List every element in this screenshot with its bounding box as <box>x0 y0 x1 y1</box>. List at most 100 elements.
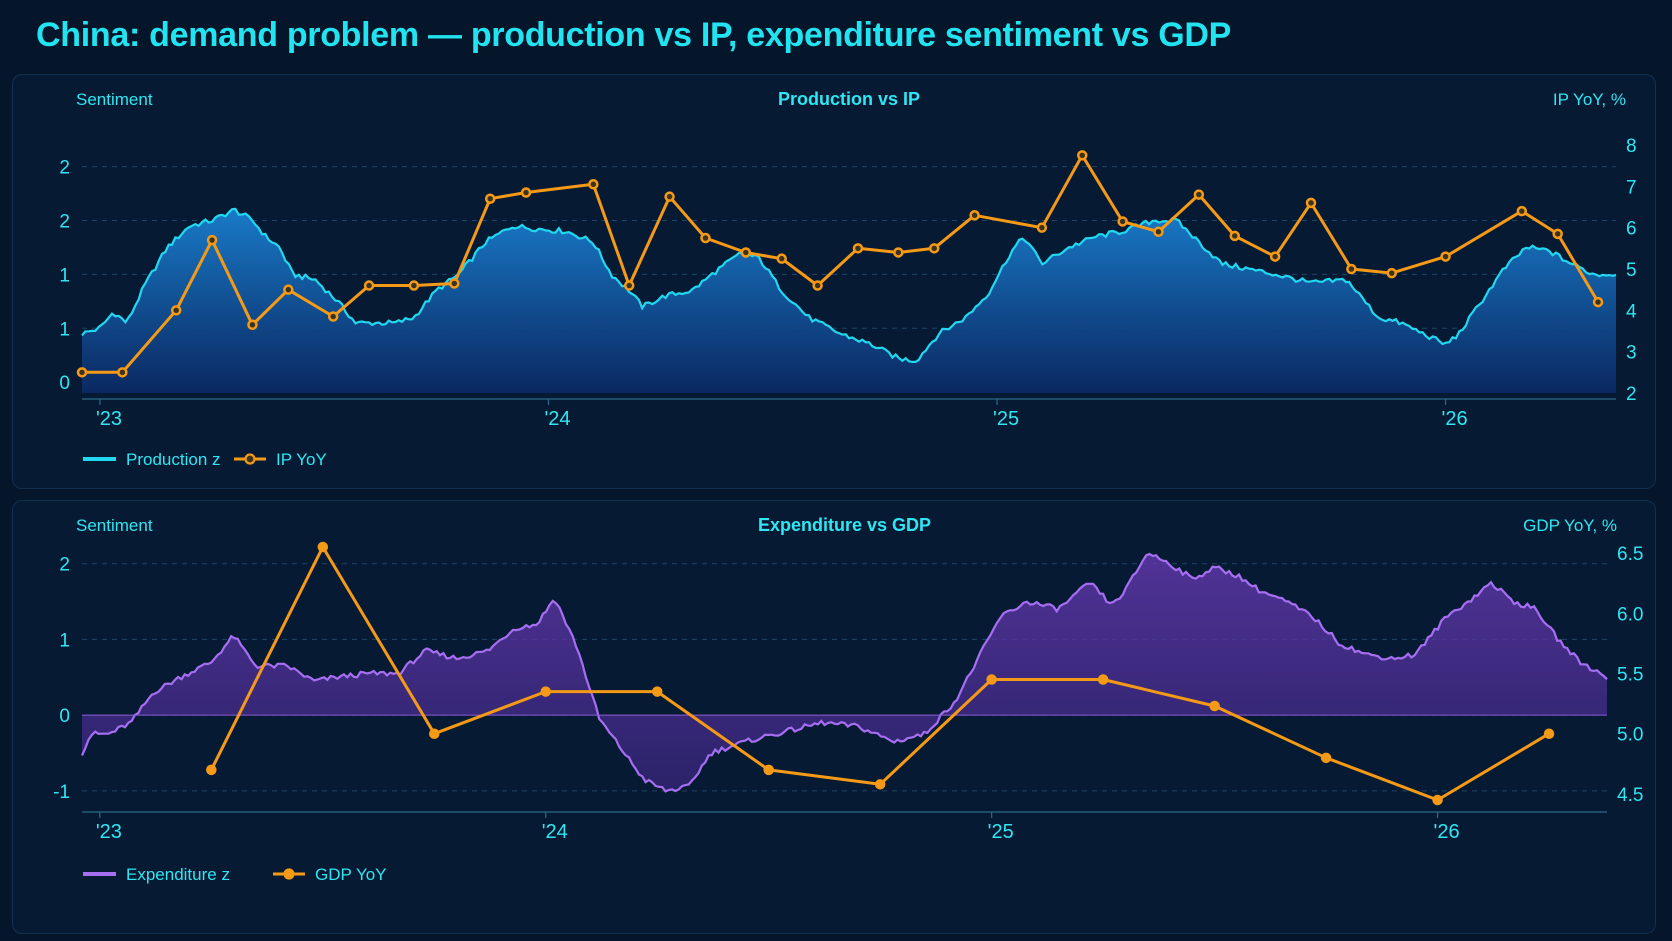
x-tick-label: '24 <box>544 408 570 430</box>
right-axis-title: GDP YoY, % <box>1523 516 1617 535</box>
orange-series-point <box>986 674 997 685</box>
expenditure-vs-gdp-chart: Expenditure vs GDP Sentiment GDP YoY, % -1 0… <box>53 515 1643 884</box>
legend-marker-orange <box>244 453 256 465</box>
legend-label-orange: IP YoY <box>276 450 327 469</box>
orange-series-point <box>206 764 217 776</box>
orange-series-point <box>1305 197 1317 209</box>
left-tick-label: 1 <box>59 265 70 286</box>
orange-series-point <box>1036 222 1048 233</box>
orange-series-point <box>1516 205 1528 217</box>
production-vs-ip-chart: Production vs IP Sentiment IP YoY, % 0 1 1 2 2 2… <box>59 89 1637 469</box>
x-tick-label: '26 <box>1434 821 1460 843</box>
left-tick-label: 2 <box>59 158 70 179</box>
panel-title: Production vs IP <box>778 89 920 109</box>
left-tick-label: -1 <box>53 782 70 803</box>
orange-series-point <box>588 179 599 190</box>
orange-series-point <box>1209 700 1220 712</box>
x-tick-label: '24 <box>542 821 568 843</box>
left-axis-title: Sentiment <box>76 90 153 109</box>
orange-series-point <box>449 278 460 289</box>
left-axis-title: Sentiment <box>76 516 153 535</box>
legend-label-sentiment: Production z <box>126 450 221 469</box>
left-tick-label: 1 <box>59 630 70 651</box>
page-title: China: demand problem — production vs IP… <box>36 16 1232 54</box>
production-vs-ip-panel: Production vs IP Sentiment IP YoY, % 0 1 1 2 2 2… <box>12 74 1656 489</box>
orange-series-point <box>283 284 294 295</box>
orange-series-point <box>363 280 375 291</box>
orange-series-point <box>812 280 823 291</box>
orange-series-point <box>484 193 496 204</box>
right-tick-label: 5.5 <box>1617 665 1643 686</box>
legend-label-sentiment: Expenditure z <box>126 865 230 884</box>
orange-series-point <box>1076 150 1088 161</box>
orange-series-point <box>1117 216 1128 227</box>
right-tick-label: 5 <box>1626 260 1637 281</box>
right-tick-label: 6.5 <box>1617 544 1643 565</box>
sentiment-area <box>82 208 1616 393</box>
sentiment-area <box>82 554 1607 792</box>
orange-series-point <box>852 243 864 254</box>
right-tick-label: 5.0 <box>1617 725 1643 746</box>
orange-series-point <box>700 232 711 244</box>
orange-series-point <box>1440 251 1451 262</box>
orange-series-point <box>1386 267 1397 279</box>
orange-series-point <box>1346 263 1357 275</box>
left-tick-label: 0 <box>59 706 70 727</box>
panel-title: Expenditure vs GDP <box>758 515 931 535</box>
orange-series-point <box>651 686 663 697</box>
right-tick-label: 6.0 <box>1617 604 1643 625</box>
x-tick-label: '25 <box>993 408 1019 430</box>
orange-series-point <box>1552 228 1563 240</box>
right-tick-label: 4.5 <box>1617 785 1643 806</box>
right-tick-label: 4 <box>1626 301 1637 322</box>
orange-series-point <box>317 541 329 553</box>
orange-series-point <box>1269 251 1281 262</box>
orange-series-point <box>1543 728 1555 739</box>
orange-series-point <box>117 367 128 378</box>
orange-series-point <box>874 779 886 790</box>
expenditure-vs-gdp-panel: Expenditure vs GDP Sentiment GDP YoY, % -1 0… <box>12 500 1656 934</box>
left-tick-label: 2 <box>59 555 70 576</box>
legend-label-orange: GDP YoY <box>315 865 387 884</box>
orange-series-point <box>1153 226 1164 238</box>
orange-series-point <box>408 280 420 291</box>
orange-series-point <box>776 253 787 264</box>
left-tick-label: 2 <box>59 211 70 232</box>
x-tick-label: '23 <box>96 408 122 430</box>
orange-series-point <box>1229 230 1240 242</box>
sentiment-line <box>81 207 1617 363</box>
orange-series-point <box>520 187 532 198</box>
right-tick-label: 7 <box>1626 177 1637 198</box>
orange-series-point <box>1592 296 1604 308</box>
left-tick-label: 1 <box>59 319 70 340</box>
orange-series-point <box>1432 794 1443 806</box>
orange-series-point <box>969 210 980 221</box>
orange-series-point <box>247 319 258 331</box>
x-tick-label: '25 <box>988 821 1014 843</box>
orange-series-point <box>540 686 551 697</box>
right-tick-label: 3 <box>1626 343 1637 364</box>
orange-series-point <box>1097 674 1109 685</box>
orange-series-point <box>1320 752 1332 764</box>
orange-series-point <box>76 367 88 378</box>
right-tick-label: 6 <box>1626 219 1637 240</box>
orange-series-point <box>170 305 182 316</box>
orange-series-point <box>740 247 752 258</box>
x-tick-label: '23 <box>96 821 122 843</box>
orange-series-point <box>893 247 904 258</box>
orange-series-point <box>327 311 339 322</box>
orange-series-point <box>664 191 675 202</box>
sentiment-line <box>80 552 1608 793</box>
right-axis-title: IP YoY, % <box>1553 90 1626 109</box>
orange-series-point <box>429 728 440 739</box>
legend-marker-orange <box>283 868 295 880</box>
orange-series-point <box>206 234 218 246</box>
orange-series-point <box>1193 189 1205 200</box>
orange-series-point <box>763 764 774 776</box>
left-tick-label: 0 <box>59 373 70 394</box>
right-tick-label: 2 <box>1626 384 1637 405</box>
right-tick-label: 8 <box>1626 136 1637 157</box>
orange-series-point <box>928 243 940 254</box>
x-tick-label: '26 <box>1442 408 1468 430</box>
orange-series-point <box>623 280 635 291</box>
